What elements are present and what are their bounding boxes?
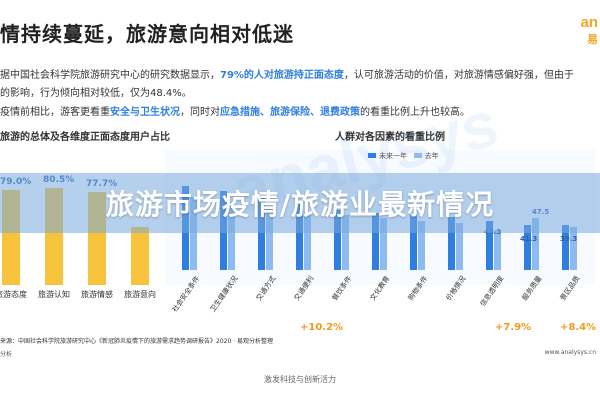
right-bar bbox=[456, 222, 463, 270]
left-category-label: 旅游认知 bbox=[38, 290, 70, 299]
left-chart-title: 旅游的总体及各维度正面态度用户占比 bbox=[0, 132, 170, 143]
para3-text-c: 的看重比例上升也较高。 bbox=[360, 107, 470, 118]
left-category-label: 旅游意向 bbox=[124, 290, 156, 299]
para1-text-b: ，认可旅游活动的价值，对旅游情感偏好强，但由于 bbox=[343, 70, 574, 81]
change-badge-1: +10.2% bbox=[300, 322, 344, 333]
right-bar bbox=[524, 224, 531, 270]
right-bar bbox=[448, 217, 455, 270]
right-bar bbox=[258, 197, 265, 270]
brand-logo: an 易 bbox=[580, 14, 598, 47]
legend-swatch-before bbox=[368, 153, 376, 158]
right-bar bbox=[190, 197, 197, 270]
para3-text-a: 疫情前相比，游客更看重 bbox=[0, 107, 110, 118]
right-bar-value-label: 39.3 bbox=[560, 235, 578, 243]
paragraph-3: 疫情前相比，游客更看重安全与卫生状况，同时对应急措施、旅游保险、退费政策的看重比… bbox=[0, 103, 470, 118]
right-bar-value-label: 41.3 bbox=[520, 235, 538, 243]
legend-label-before: 未来一年 bbox=[379, 152, 407, 160]
chart-legend: 未来一年 去年 bbox=[368, 151, 439, 161]
right-bar bbox=[304, 211, 311, 270]
right-chart-title: 人群对各因素的看重比例 bbox=[335, 132, 445, 143]
banner-text: 旅游市场疫情/旅游业最新情况 bbox=[105, 188, 495, 221]
logo-text: an bbox=[580, 14, 598, 31]
right-bar bbox=[380, 218, 387, 270]
footer-url: www.analysys.cn bbox=[544, 349, 596, 356]
right-bar bbox=[562, 225, 569, 270]
paragraph-2: 的影响，行为倾向相对较低，仅为48.4%。 bbox=[0, 88, 192, 99]
para3-highlight-2: 应急措施、旅游保险、退费政策 bbox=[220, 107, 360, 118]
right-bar bbox=[410, 215, 417, 270]
right-bar bbox=[334, 209, 341, 270]
right-bar bbox=[494, 229, 501, 270]
change-badge-2: +7.9% bbox=[495, 322, 532, 333]
left-bar bbox=[131, 226, 149, 285]
page-title: 情持续蔓延，旅游意向相对低迷 bbox=[0, 22, 294, 46]
para3-text-b: ，同时对 bbox=[180, 107, 220, 118]
left-category-label: 旅游态度 bbox=[0, 290, 27, 299]
para3-highlight-1: 安全与卫生状况 bbox=[110, 107, 180, 118]
para1-highlight: 79%的人对旅游持正面态度 bbox=[220, 70, 344, 81]
para1-text-a: 据中国社会科学院旅游研究中心的研究数据显示， bbox=[0, 70, 220, 81]
change-badge-3: +8.4% bbox=[560, 322, 597, 333]
right-bar bbox=[228, 201, 235, 270]
right-bar bbox=[532, 217, 539, 270]
right-bar bbox=[266, 206, 273, 270]
footer-note: 分析 bbox=[0, 351, 13, 358]
right-bar bbox=[418, 220, 425, 270]
right-bar bbox=[570, 226, 577, 270]
right-bar bbox=[372, 212, 379, 270]
source-note: 来源：中国社会科学院旅游研究中心《新冠肺炎疫情下的旅游需求趋势调研报告》2020… bbox=[0, 338, 273, 345]
left-category-label: 旅游情感 bbox=[81, 290, 113, 299]
logo-sub: 易 bbox=[587, 34, 598, 46]
title-banner: 旅游市场疫情/旅游业最新情况 bbox=[0, 173, 600, 233]
right-bar bbox=[486, 221, 493, 270]
right-bar bbox=[342, 215, 349, 270]
bottom-caption: 激发科技与创新活力 bbox=[264, 375, 336, 384]
right-bar bbox=[296, 204, 303, 270]
legend-label-after: 去年 bbox=[424, 152, 439, 160]
paragraph-1: 据中国社会科学院旅游研究中心的研究数据显示，79%的人对旅游持正面态度，认可旅游… bbox=[0, 66, 574, 81]
legend-swatch-after bbox=[413, 153, 422, 158]
